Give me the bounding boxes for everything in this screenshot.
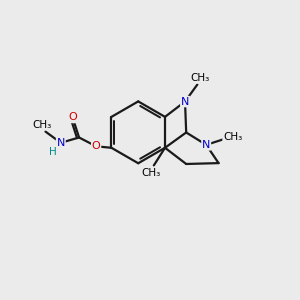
Text: CH₃: CH₃ — [191, 73, 210, 83]
Text: N: N — [181, 97, 189, 106]
Text: O: O — [69, 112, 77, 122]
Text: N: N — [202, 140, 210, 150]
Text: H: H — [49, 147, 57, 157]
Text: O: O — [92, 141, 100, 151]
Text: CH₃: CH₃ — [32, 119, 52, 130]
Text: CH₃: CH₃ — [223, 132, 242, 142]
Text: N: N — [57, 138, 65, 148]
Text: CH₃: CH₃ — [141, 167, 160, 178]
